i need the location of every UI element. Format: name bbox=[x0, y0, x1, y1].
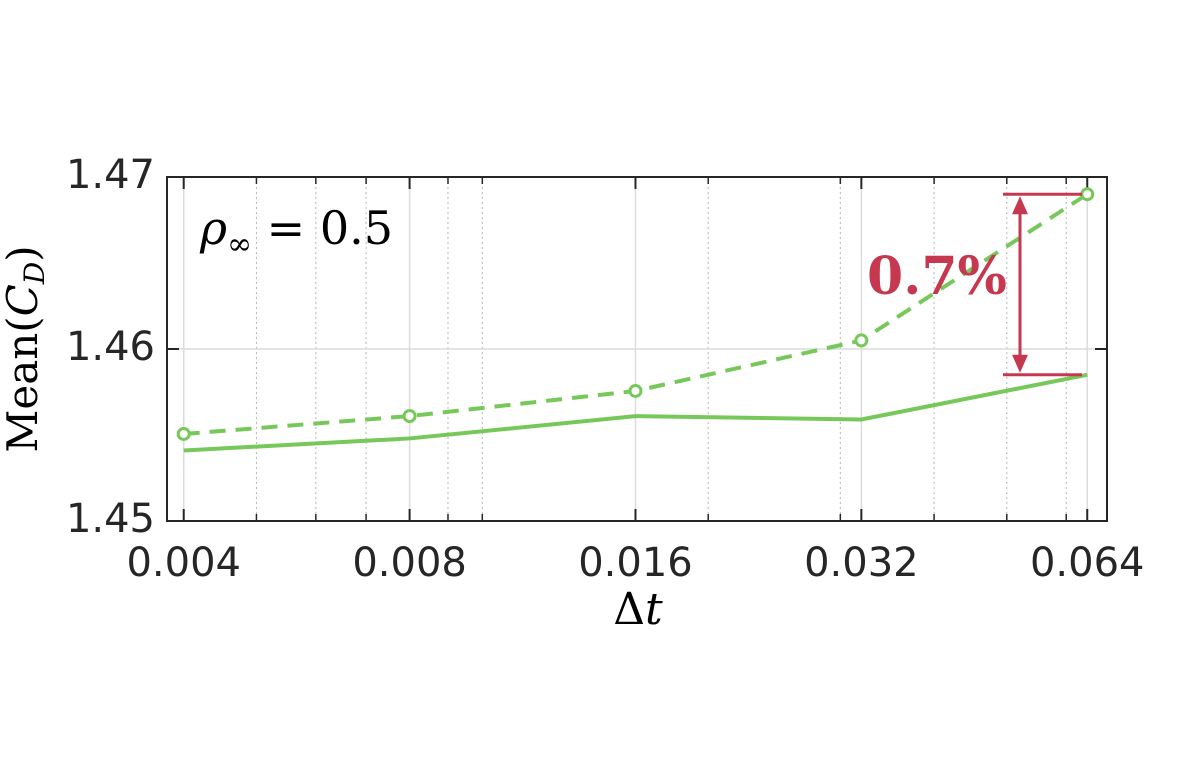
x-axis-label: Δt bbox=[613, 584, 663, 635]
x-tick-label: 0.004 bbox=[126, 540, 241, 586]
marker bbox=[176, 426, 191, 441]
y-axis-label: Mean(CD) bbox=[0, 245, 51, 452]
series-line bbox=[183, 372, 1088, 453]
marker bbox=[628, 383, 643, 398]
arrow-head bbox=[1012, 196, 1028, 215]
x-tick-label: 0.064 bbox=[1030, 540, 1145, 586]
annotation-percent: 0.7% bbox=[867, 246, 1007, 307]
y-label-sub: D bbox=[18, 262, 51, 285]
marker bbox=[1080, 187, 1095, 202]
y-tick-label: 1.46 bbox=[66, 324, 155, 370]
x-label-delta: Δ bbox=[613, 584, 645, 635]
x-tick-label: 0.032 bbox=[804, 540, 919, 586]
y-label-part: C bbox=[0, 284, 47, 316]
y-label-part: Mean( bbox=[0, 316, 47, 452]
y-tick-label: 1.45 bbox=[66, 496, 155, 542]
rho-sub: ∞ bbox=[227, 227, 252, 262]
arrow-head bbox=[1012, 354, 1028, 373]
x-tick-label: 0.008 bbox=[352, 540, 467, 586]
x-label-t: t bbox=[645, 584, 663, 635]
annotation-rho: ρ∞ = 0.5 bbox=[199, 201, 393, 262]
rho-value: = 0.5 bbox=[252, 201, 393, 255]
y-label-part: ) bbox=[0, 245, 47, 261]
x-tick-label: 0.016 bbox=[578, 540, 693, 586]
rho: ρ bbox=[199, 201, 227, 255]
marker bbox=[402, 409, 417, 424]
marker bbox=[854, 333, 869, 348]
axes-box bbox=[166, 176, 1108, 522]
y-tick-label: 1.47 bbox=[66, 152, 155, 198]
